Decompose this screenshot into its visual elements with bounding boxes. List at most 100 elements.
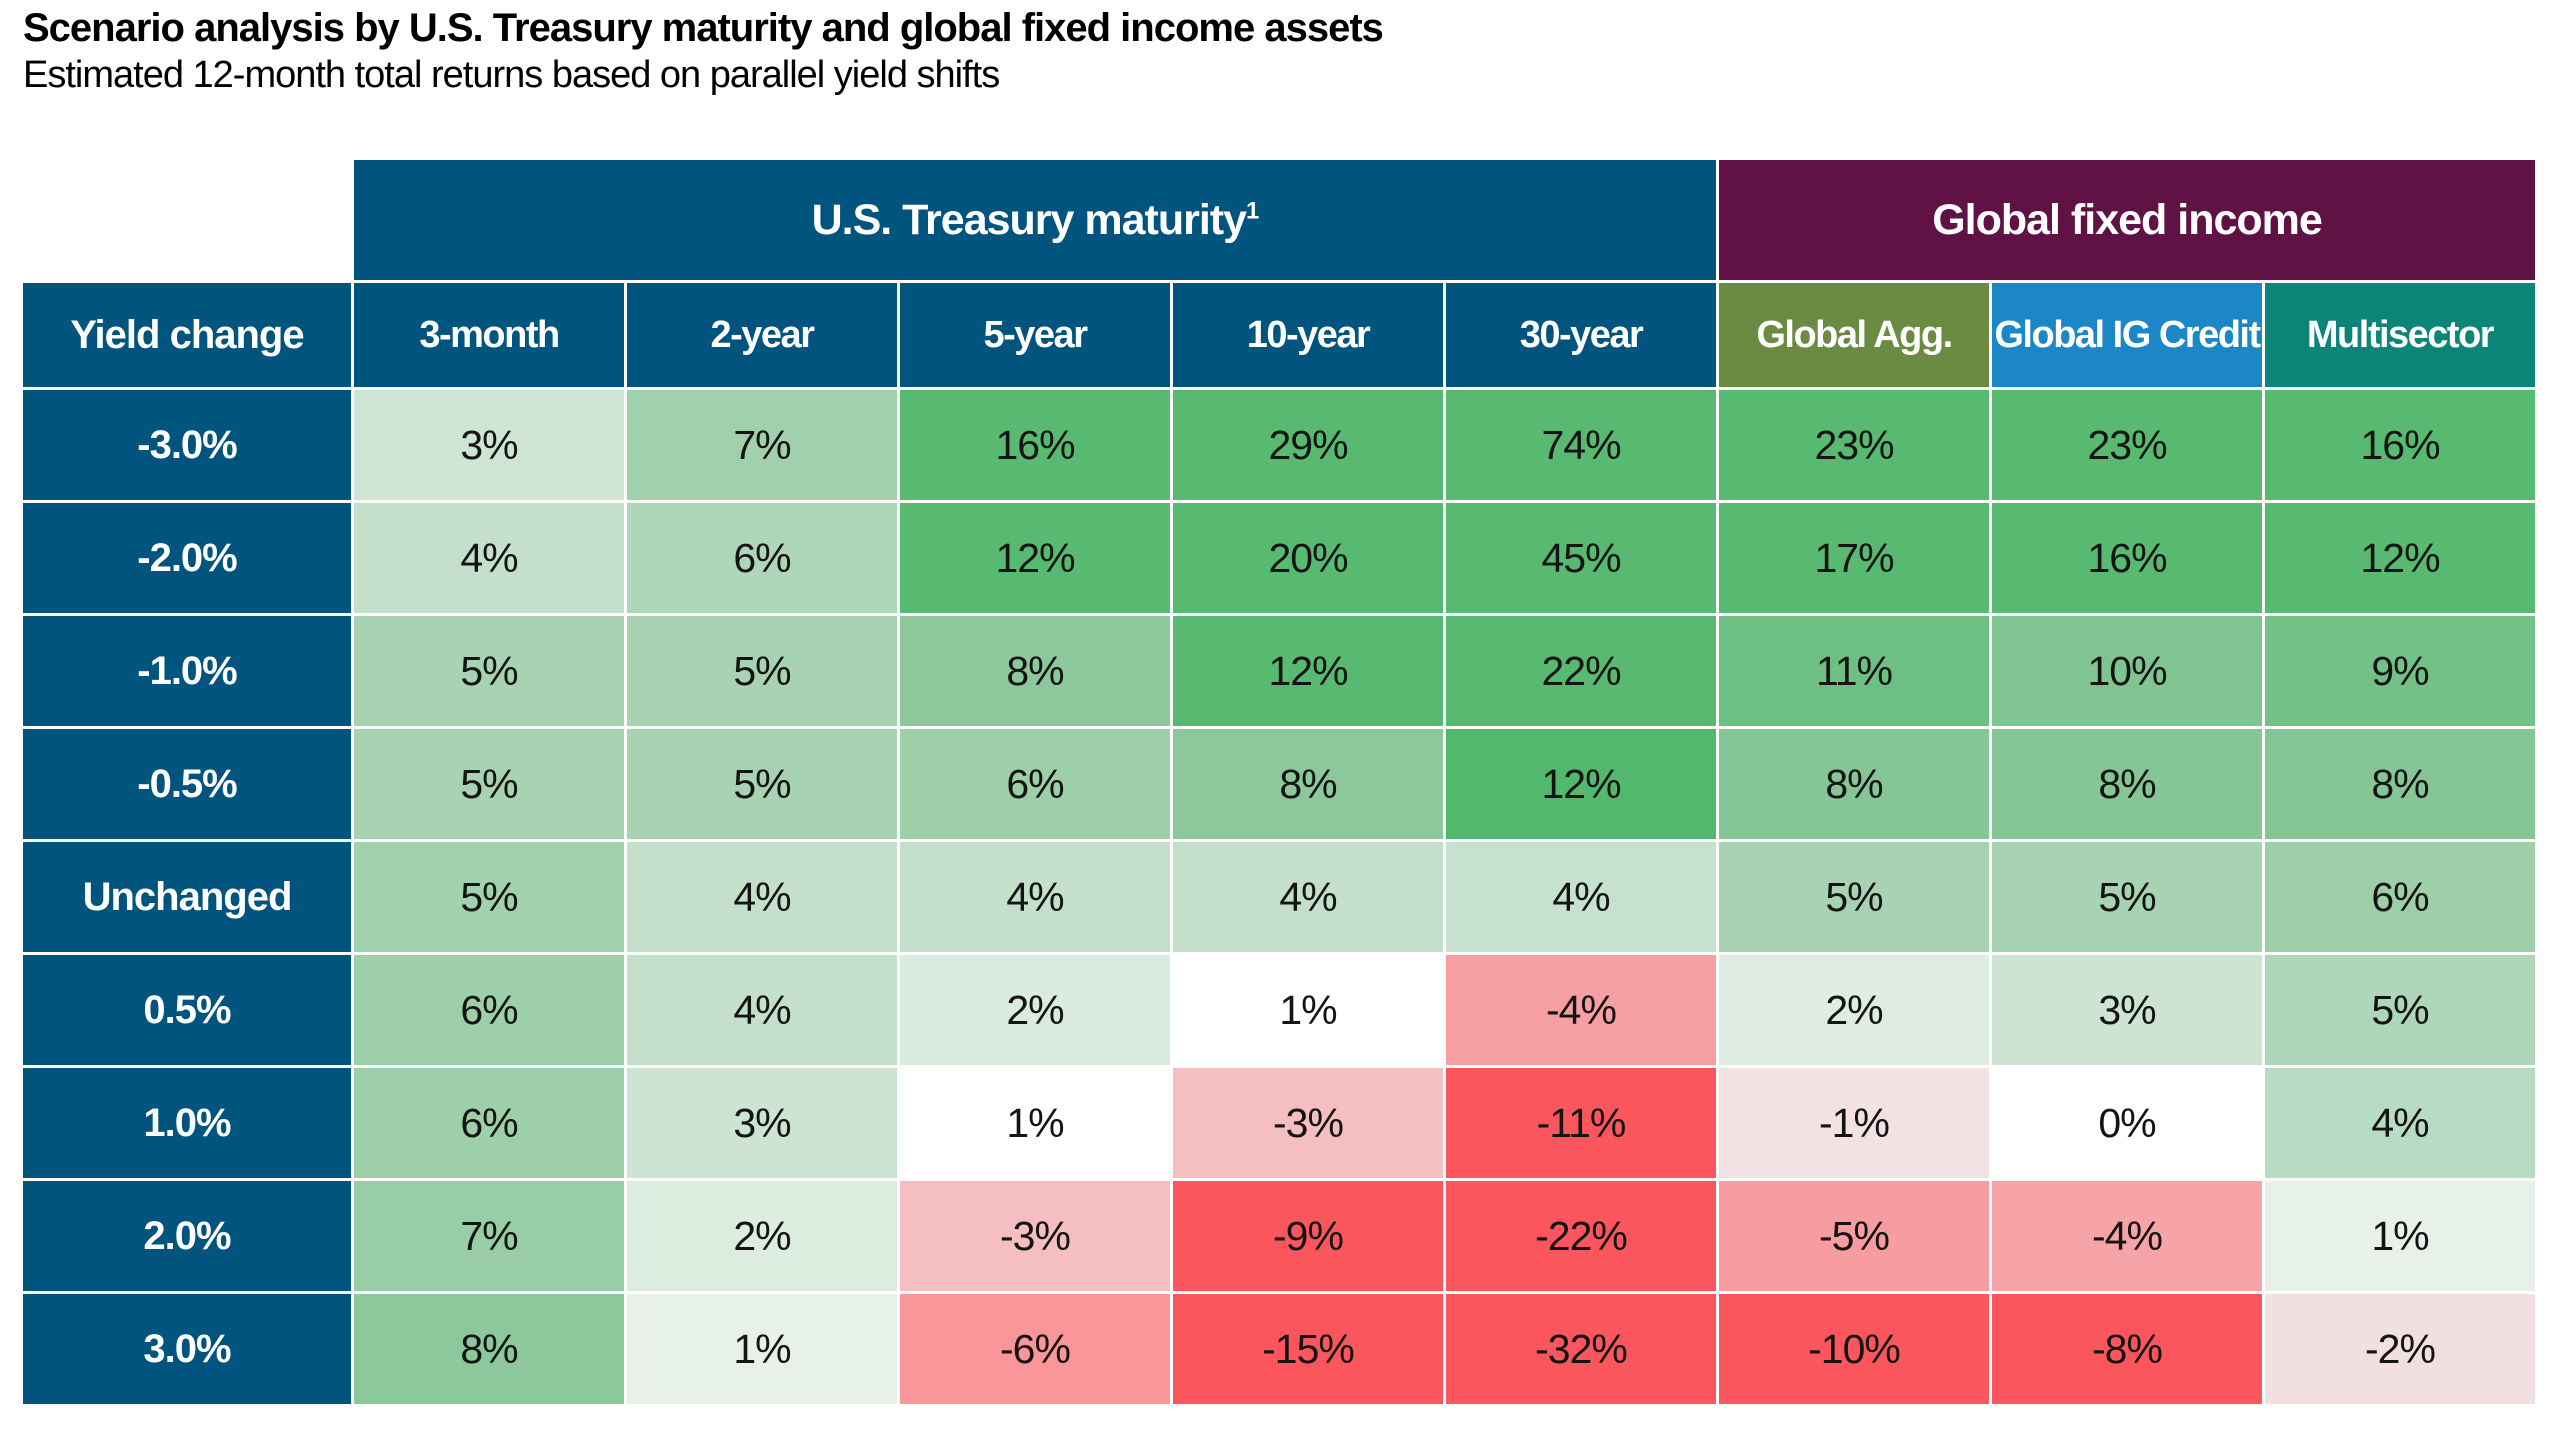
data-cell: 3% [1992, 955, 2262, 1065]
data-cell: -2% [2265, 1294, 2535, 1404]
group-header-label: U.S. Treasury maturity [811, 195, 1247, 244]
column-header-3-month: 3-month [354, 283, 624, 387]
table-row: Unchanged 5% 4% 4% 4% 4% 5% 5% 6% [23, 842, 2535, 952]
data-cell: -5% [1719, 1181, 1989, 1291]
data-cell: 23% [1719, 390, 1989, 500]
table-row: 3.0% 8% 1% -6% -15% -32% -10% -8% -2% [23, 1294, 2535, 1404]
group-header-label: Global fixed income [1932, 195, 2323, 244]
data-cell: 5% [627, 729, 897, 839]
row-label-3-0: 3.0% [23, 1294, 351, 1404]
table-row: -1.0% 5% 5% 8% 12% 22% 11% 10% 9% [23, 616, 2535, 726]
row-label-3-0: -3.0% [23, 390, 351, 500]
column-header-global-ig-credit: Global IG Credit [1992, 283, 2262, 387]
data-cell: 3% [627, 1068, 897, 1178]
column-header-2-year: 2-year [627, 283, 897, 387]
data-cell: 4% [354, 503, 624, 613]
data-cell: -22% [1446, 1181, 1716, 1291]
group-header-u-s-treasury-maturity: U.S. Treasury maturity1 [354, 160, 1716, 280]
data-cell: 16% [900, 390, 1170, 500]
data-cell: 5% [2265, 955, 2535, 1065]
data-cell: 12% [2265, 503, 2535, 613]
data-cell: 1% [1173, 955, 1443, 1065]
data-cell: 10% [1992, 616, 2262, 726]
data-cell: 3% [354, 390, 624, 500]
table-row: -2.0% 4% 6% 12% 20% 45% 17% 16% 12% [23, 503, 2535, 613]
column-header-row: Yield change 3-month 2-year 5-year 10-year 30… [23, 283, 2535, 387]
row-label-1-0: 1.0% [23, 1068, 351, 1178]
data-cell: 5% [354, 616, 624, 726]
data-cell: 2% [627, 1181, 897, 1291]
data-cell: 6% [627, 503, 897, 613]
data-cell: 9% [2265, 616, 2535, 726]
data-cell: 74% [1446, 390, 1716, 500]
data-cell: 5% [354, 729, 624, 839]
data-cell: 6% [2265, 842, 2535, 952]
data-cell: 23% [1992, 390, 2262, 500]
data-cell: -3% [1173, 1068, 1443, 1178]
data-cell: 4% [900, 842, 1170, 952]
column-header-5-year: 5-year [900, 283, 1170, 387]
table-row: -0.5% 5% 5% 6% 8% 12% 8% 8% 8% [23, 729, 2535, 839]
row-label-1-0: -1.0% [23, 616, 351, 726]
data-cell: 4% [1446, 842, 1716, 952]
data-cell: -8% [1992, 1294, 2262, 1404]
data-cell: -10% [1719, 1294, 1989, 1404]
data-cell: 8% [1173, 729, 1443, 839]
data-cell: 1% [900, 1068, 1170, 1178]
data-cell: 11% [1719, 616, 1989, 726]
data-cell: 6% [354, 1068, 624, 1178]
data-cell: 2% [900, 955, 1170, 1065]
data-cell: 6% [900, 729, 1170, 839]
data-cell: 1% [627, 1294, 897, 1404]
data-cell: 7% [354, 1181, 624, 1291]
page-subtitle: Estimated 12-month total returns based o… [23, 54, 1000, 96]
data-cell: 8% [2265, 729, 2535, 839]
row-label-unchanged: Unchanged [23, 842, 351, 952]
title-block: Scenario analysis by U.S. Treasury matur… [23, 4, 1384, 98]
data-cell: -11% [1446, 1068, 1716, 1178]
data-cell: -4% [1992, 1181, 2262, 1291]
data-cell: 22% [1446, 616, 1716, 726]
data-cell: 29% [1173, 390, 1443, 500]
data-cell: 8% [354, 1294, 624, 1404]
data-cell: 5% [627, 616, 897, 726]
data-cell: 17% [1719, 503, 1989, 613]
data-cell: 12% [900, 503, 1170, 613]
table-row: 1.0% 6% 3% 1% -3% -11% -1% 0% 4% [23, 1068, 2535, 1178]
data-cell: 8% [1719, 729, 1989, 839]
returns-heatmap-table: U.S. Treasury maturity1 Global fixed inco… [20, 157, 2538, 1407]
page-title: Scenario analysis by U.S. Treasury matur… [23, 6, 1384, 50]
corner-spacer [23, 160, 351, 280]
data-cell: 16% [2265, 390, 2535, 500]
data-cell: -1% [1719, 1068, 1989, 1178]
data-cell: 5% [1992, 842, 2262, 952]
data-cell: 5% [1719, 842, 1989, 952]
row-label-2-0: -2.0% [23, 503, 351, 613]
data-cell: 12% [1446, 729, 1716, 839]
data-cell: 4% [1173, 842, 1443, 952]
group-header-global-fixed-income: Global fixed income [1719, 160, 2535, 280]
data-cell: 4% [627, 955, 897, 1065]
row-header-label: Yield change [23, 283, 351, 387]
data-cell: 1% [2265, 1181, 2535, 1291]
data-cell: -15% [1173, 1294, 1443, 1404]
data-cell: 16% [1992, 503, 2262, 613]
column-header-global-agg: Global Agg. [1719, 283, 1989, 387]
data-cell: 20% [1173, 503, 1443, 613]
data-cell: -32% [1446, 1294, 1716, 1404]
data-cell: -4% [1446, 955, 1716, 1065]
data-cell: 5% [354, 842, 624, 952]
row-label-2-0: 2.0% [23, 1181, 351, 1291]
group-header-row: U.S. Treasury maturity1 Global fixed inco… [23, 160, 2535, 280]
footnote-marker: 1 [1246, 197, 1259, 225]
data-cell: 45% [1446, 503, 1716, 613]
data-cell: 4% [627, 842, 897, 952]
row-label-0-5: -0.5% [23, 729, 351, 839]
table-row: 2.0% 7% 2% -3% -9% -22% -5% -4% 1% [23, 1181, 2535, 1291]
data-cell: -9% [1173, 1181, 1443, 1291]
column-header-multisector: Multisector [2265, 283, 2535, 387]
data-cell: 6% [354, 955, 624, 1065]
data-cell: 4% [2265, 1068, 2535, 1178]
data-cell: 7% [627, 390, 897, 500]
